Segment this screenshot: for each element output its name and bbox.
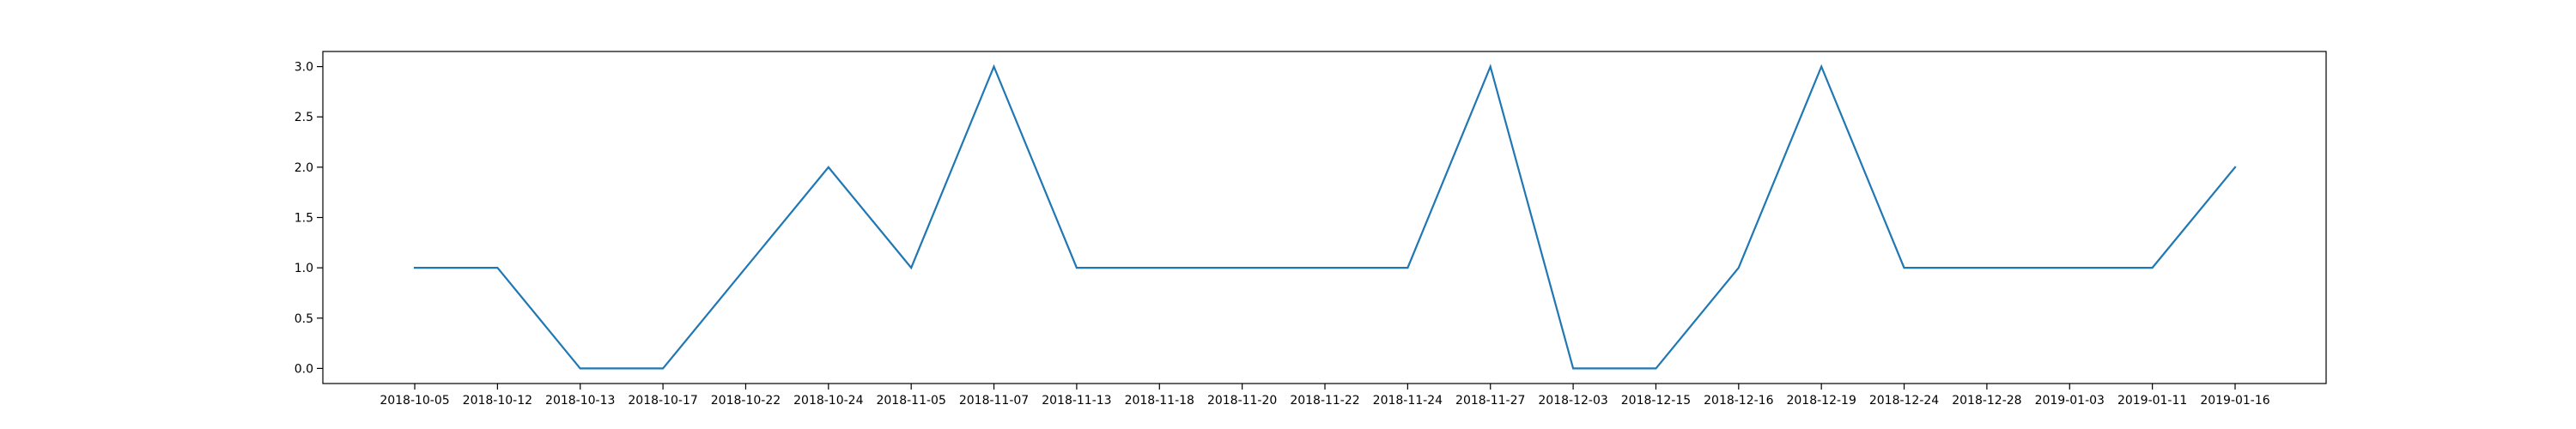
x-tick-label: 2019-01-16 (2200, 394, 2269, 408)
x-tick-label: 2018-11-13 (1042, 394, 1111, 408)
x-tick-label: 2018-11-18 (1125, 394, 1194, 408)
y-tick-label: 1.5 (295, 212, 313, 226)
y-tick-label: 0.5 (295, 312, 313, 326)
y-tick-label: 1.0 (295, 262, 313, 275)
x-tick-label: 2018-11-22 (1290, 394, 1359, 408)
x-tick-label: 2018-11-27 (1455, 394, 1525, 408)
x-tick-label: 2018-10-24 (793, 394, 863, 408)
x-tick-label: 2018-10-12 (463, 394, 532, 408)
x-tick-label: 2018-11-07 (959, 394, 1029, 408)
x-tick-label: 2019-01-11 (2117, 394, 2187, 408)
x-tick-label: 2018-11-05 (876, 394, 945, 408)
y-tick-label: 2.5 (295, 111, 313, 124)
x-tick-label: 2018-12-15 (1621, 394, 1691, 408)
x-tick-label: 2018-10-13 (545, 394, 615, 408)
x-tick-label: 2018-12-28 (1952, 394, 2021, 408)
x-tick-label: 2018-10-05 (380, 394, 449, 408)
x-tick-label: 2018-10-22 (711, 394, 781, 408)
series-line (413, 63, 2237, 370)
y-tick-label: 0.0 (295, 362, 313, 376)
y-tick-label: 3.0 (295, 61, 313, 75)
x-tick-label: 2018-10-17 (628, 394, 697, 408)
y-axis-ticks: 0.0 0.5 1.0 1.5 2.0 2.5 3.0 (295, 61, 323, 376)
y-tick-label: 2.0 (295, 161, 313, 175)
x-tick-label: 2018-12-19 (1786, 394, 1856, 408)
x-tick-label: 2018-12-24 (1869, 394, 1939, 408)
x-tick-label: 2018-11-20 (1207, 394, 1277, 408)
x-tick-label: 2018-12-16 (1704, 394, 1773, 408)
x-tick-label: 2019-01-03 (2035, 394, 2105, 408)
x-tick-label: 2018-11-24 (1373, 394, 1443, 408)
x-axis-ticks: 2018-10-05 2018-10-12 2018-10-13 2018-10-17… (380, 384, 2270, 408)
x-tick-label: 2018-12-03 (1538, 394, 1607, 408)
plot-area-frame (322, 51, 2327, 384)
